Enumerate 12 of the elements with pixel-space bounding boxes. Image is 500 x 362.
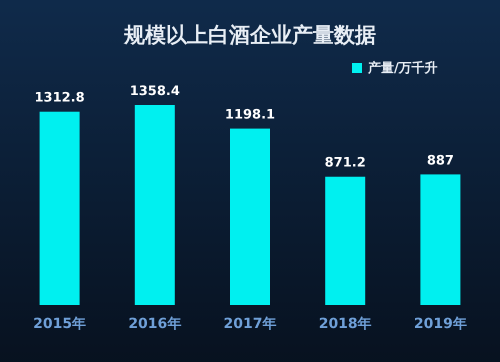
x-tick-label: 2017年 — [224, 316, 276, 332]
x-tick-label: 2015年 — [33, 316, 86, 332]
data-label: 887 — [426, 153, 454, 168]
x-tick-label: 2019年 — [414, 316, 467, 332]
data-label: 871.2 — [324, 156, 366, 171]
chart-title: 规模以上白酒企业产量数据 — [123, 23, 376, 47]
data-label: 1198.1 — [224, 108, 276, 123]
data-label: 1312.8 — [34, 90, 85, 106]
legend-label: 产量/万千升 — [367, 60, 438, 76]
x-tick-label: 2018年 — [318, 316, 372, 332]
data-label: 1358.4 — [130, 84, 180, 99]
x-tick-label: 2016年 — [128, 316, 182, 332]
